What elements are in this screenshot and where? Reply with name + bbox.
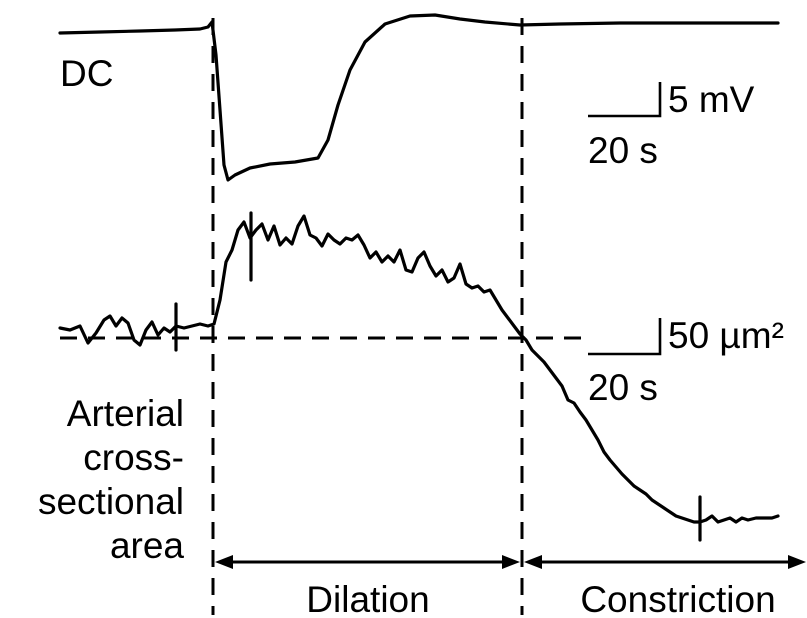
- voltage-scale-bar: [588, 82, 662, 118]
- area-trace-label-line-3: sectional: [38, 481, 184, 522]
- area-trace: [58, 214, 780, 524]
- voltage-scale-amplitude: 5 mV: [668, 79, 755, 120]
- dilation-phase-label: Dilation: [306, 579, 429, 618]
- area-scale-time: 20 s: [588, 367, 658, 408]
- dilation-arrow-right-head: [502, 555, 520, 569]
- constriction-phase-label: Constriction: [580, 579, 775, 618]
- dc-trace-label: DC: [60, 53, 113, 94]
- area-scale-amplitude: 50 µm²: [668, 315, 784, 356]
- dilation-arrow-left-head: [215, 555, 233, 569]
- area-trace-label-line-2: cross-: [83, 437, 184, 478]
- area-trace-label-line-1: Arterial: [67, 393, 184, 434]
- voltage-scale-time: 20 s: [588, 130, 658, 171]
- area-trace-label-line-4: area: [110, 525, 184, 566]
- constriction-arrow-right-head: [788, 555, 806, 569]
- area-scale-bar: [588, 318, 662, 356]
- dc-trace: [58, 13, 780, 182]
- constriction-arrow-left-head: [524, 555, 542, 569]
